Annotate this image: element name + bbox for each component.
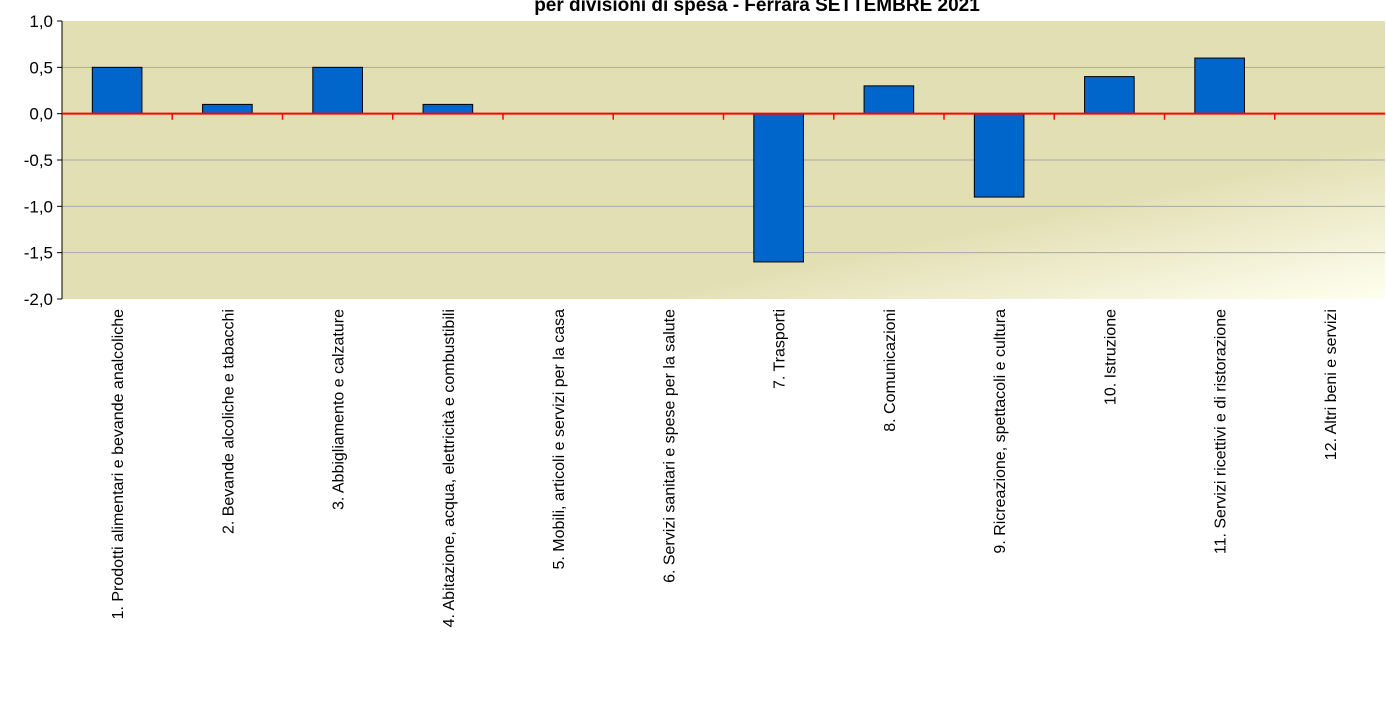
- y-tick-label: 0,0: [29, 105, 53, 124]
- x-tick-labels: 1. Prodotti alimentari e bevande analcol…: [110, 309, 1340, 628]
- x-tick-label: 6. Servizi sanitari e spese per la salut…: [661, 309, 678, 583]
- x-tick-label: 8. Comunicazioni: [882, 309, 899, 432]
- x-tick-label: 12. Altri beni e servizi: [1323, 309, 1340, 460]
- bar: [91, 66, 143, 115]
- y-tick-label: -2,0: [24, 290, 53, 309]
- x-tick-label: 1. Prodotti alimentari e bevande analcol…: [110, 309, 127, 620]
- y-tick-labels: 1,0 0,5 0,0 -0,5 -1,0 -1,5 -2,0: [24, 12, 53, 309]
- chart-title: per divisioni di spesa - Ferrara SETTEMB…: [534, 0, 980, 16]
- gridlines: [62, 66, 1385, 254]
- y-tick-label: -1,0: [24, 197, 53, 216]
- x-tick-label: 7. Trasporti: [772, 309, 789, 389]
- x-tick-label: 2. Bevande alcoliche e tabacchi: [220, 309, 237, 534]
- axes: [57, 20, 1385, 300]
- bar: [202, 103, 253, 115]
- x-tick-label: 10. Istruzione: [1102, 309, 1119, 405]
- y-tick-label: -0,5: [24, 151, 53, 170]
- bar: [312, 66, 363, 115]
- bar: [863, 85, 915, 115]
- bar: [1084, 76, 1135, 115]
- bar: [753, 113, 804, 263]
- x-tick-label: 11. Servizi ricettivi e di ristorazione: [1213, 309, 1230, 554]
- x-tick-label: 4. Abitazione, acqua, elettricità e comb…: [441, 309, 458, 627]
- bar: [1194, 57, 1245, 115]
- y-tick-label: -1,5: [24, 244, 53, 263]
- x-tick-label: 3. Abbigliamento e calzature: [331, 309, 348, 510]
- y-tick-label: 1,0: [29, 12, 53, 31]
- x-tick-label: 9. Ricreazione, spettacoli e cultura: [992, 309, 1009, 554]
- bar: [973, 113, 1025, 198]
- y-tick-label: 0,5: [29, 58, 53, 77]
- bar: [422, 103, 474, 115]
- x-tick-label: 5. Mobili, articoli e servizi per la cas…: [551, 309, 568, 570]
